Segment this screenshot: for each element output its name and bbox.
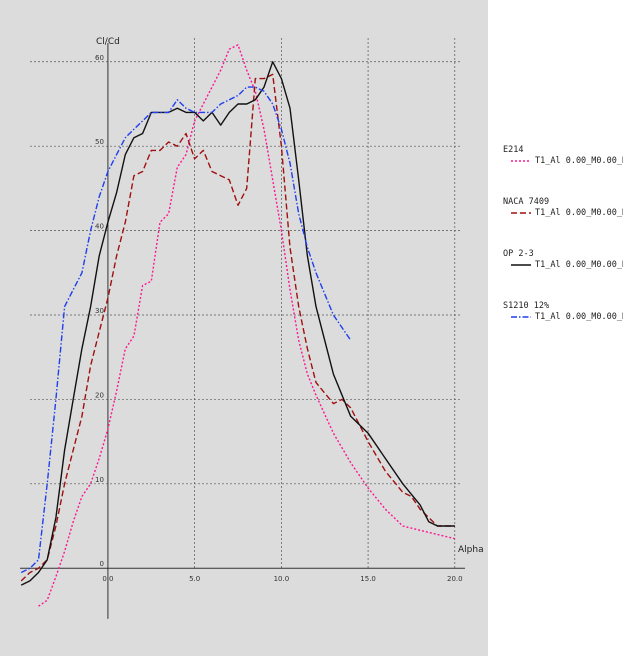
legend: E214 T1_Al 0.00_M0.00_N9.0 NACA 7409 T1_… — [500, 145, 623, 353]
y-tick-label: 10 — [95, 476, 104, 484]
legend-series-name: OP 2-3 — [503, 249, 534, 259]
x-tick-label: 20.0 — [447, 575, 463, 583]
x-tick-label: 15.0 — [360, 575, 376, 583]
legend-swatch-icon — [511, 316, 531, 318]
legend-series-label: T1_Al 0.00_M0.00_N9.0 — [535, 156, 623, 166]
legend-swatch-icon — [511, 264, 531, 266]
x-axis-title: Alpha — [458, 545, 484, 555]
y-tick-label: 40 — [95, 223, 104, 231]
y-tick-label: 30 — [95, 307, 104, 315]
plot-area: Cl/Cd Alpha 01020304050600.05.010.015.02… — [0, 0, 488, 656]
y-axis-title: Cl/Cd — [96, 37, 120, 47]
series-lines — [20, 44, 455, 607]
legend-swatch-icon — [511, 160, 531, 162]
y-tick-label: 0 — [99, 560, 103, 568]
series-line-1 — [20, 73, 455, 582]
legend-entry-op-2-3[interactable]: OP 2-3 T1_Al 0.00_M0.00_N9.0 — [500, 249, 623, 301]
legend-series-label: T1_Al 0.00_M0.00_N9.0 — [535, 312, 623, 322]
legend-series-name: E214 — [503, 145, 524, 155]
y-tick-label: 20 — [95, 391, 104, 399]
series-line-0 — [38, 44, 455, 607]
legend-swatch-icon — [511, 212, 531, 214]
x-tick-label: 5.0 — [189, 575, 200, 583]
y-tick-label: 60 — [95, 54, 104, 62]
grid-lines — [30, 38, 460, 569]
legend-entry-e214[interactable]: E214 T1_Al 0.00_M0.00_N9.0 — [500, 145, 623, 197]
series-line-3 — [20, 86, 352, 574]
axes: Cl/Cd Alpha 01020304050600.05.010.015.02… — [20, 37, 484, 619]
legend-series-name: S1210 12% — [503, 301, 550, 311]
y-tick-label: 50 — [95, 138, 104, 146]
legend-series-name: NACA 7409 — [503, 197, 550, 207]
legend-series-label: T1_Al 0.00_M0.00_N9.0 — [535, 208, 623, 218]
legend-entry-s1210[interactable]: S1210 12% T1_Al 0.00_M0.00_N9.0 — [500, 301, 623, 353]
series-line-2 — [20, 61, 455, 586]
legend-entry-naca-7409[interactable]: NACA 7409 T1_Al 0.00_M0.00_N9.0 — [500, 197, 623, 249]
chart-svg: Cl/Cd Alpha 01020304050600.05.010.015.02… — [20, 37, 484, 619]
x-tick-label: 10.0 — [274, 575, 290, 583]
legend-series-label: T1_Al 0.00_M0.00_N9.0 — [535, 260, 623, 270]
